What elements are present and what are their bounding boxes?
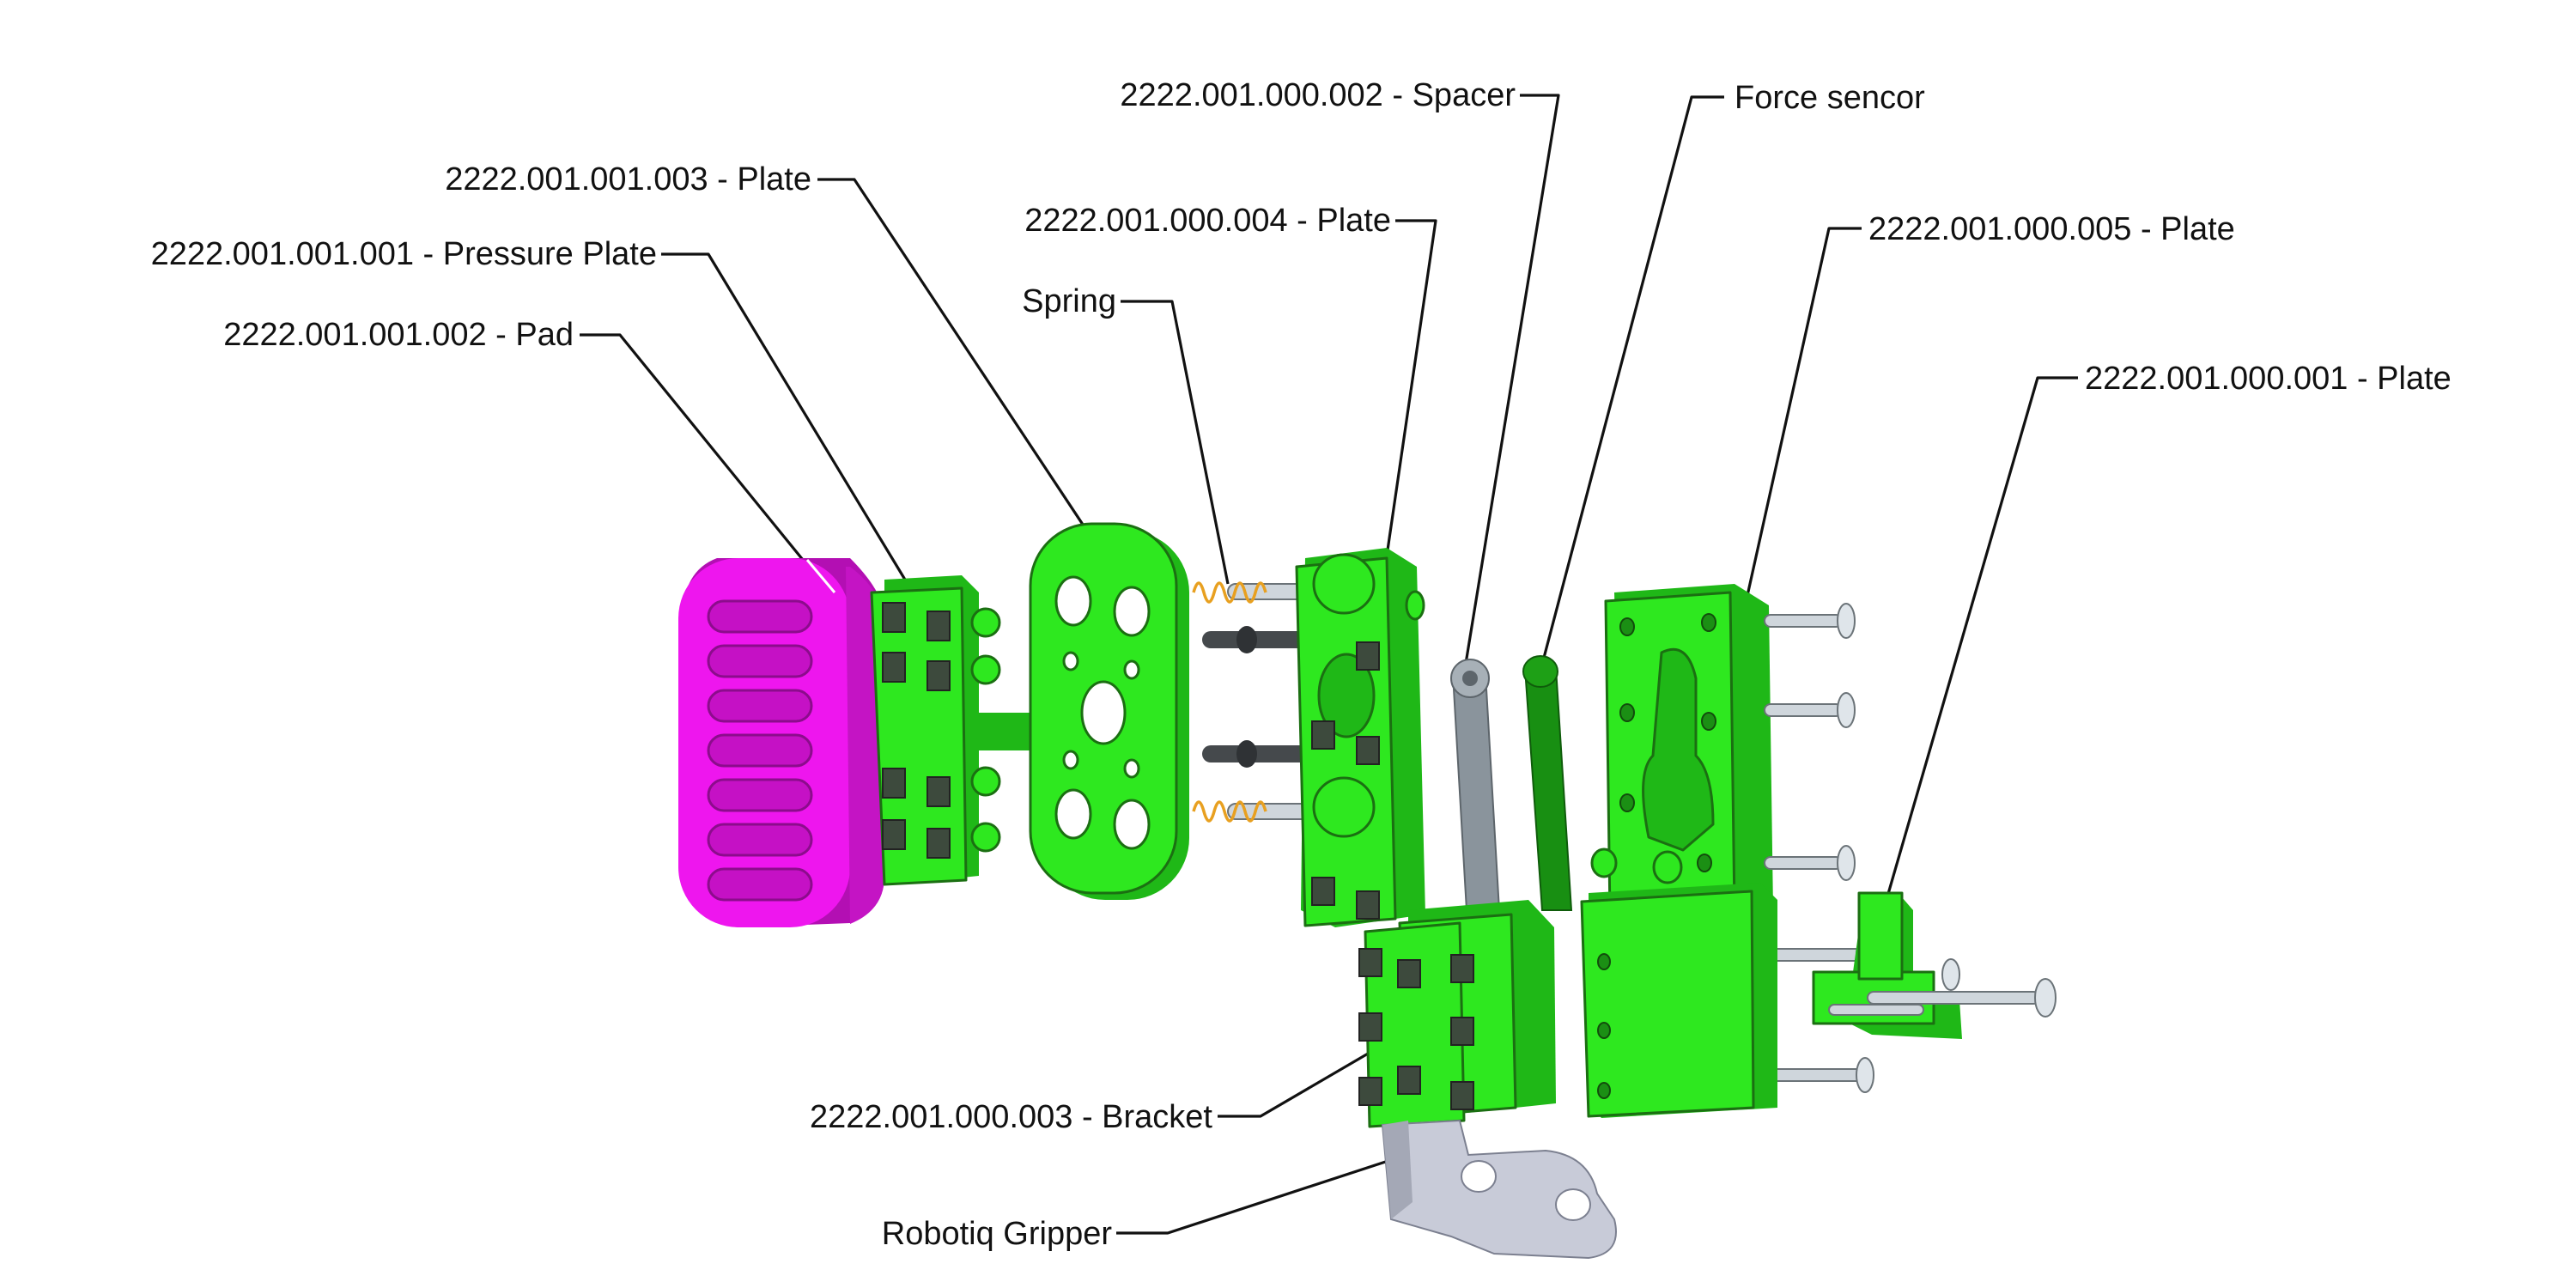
- plate-005-bolts: [1764, 603, 1874, 1093]
- leader-lines: [580, 94, 2078, 1235]
- label-bracket: 2222.001.000.003 - Bracket: [810, 1099, 1212, 1135]
- label-spacer: 2222.001.000.002 - Spacer: [1120, 77, 1516, 113]
- leader-pad: [580, 333, 835, 598]
- plate-001-part: [1812, 891, 2057, 1039]
- force-sensor-part: [1522, 655, 1573, 911]
- spacer-part: [1450, 659, 1501, 911]
- leader-force-sensor: [1538, 95, 1724, 675]
- label-plate-004: 2222.001.000.004 - Plate: [1024, 203, 1391, 239]
- pad-slots: [707, 599, 813, 902]
- lower-block-part: [1580, 883, 1777, 1118]
- leader-plate-005: [1722, 227, 1862, 701]
- robotiq-gripper-part: [1381, 1119, 1617, 1260]
- plate-003-holes: [1054, 575, 1151, 850]
- plate-005-part: [1590, 584, 1773, 919]
- label-pad: 2222.001.001.002 - Pad: [223, 317, 574, 353]
- leader-spring: [1121, 300, 1230, 585]
- pressure-plate-screws: [882, 602, 951, 859]
- plate-004-screws: [1311, 641, 1380, 920]
- label-plate-003: 2222.001.001.003 - Plate: [445, 161, 811, 197]
- springs: [1192, 581, 1267, 823]
- plate-004-part: [1295, 548, 1425, 927]
- pressure-plate-pins: [970, 607, 1001, 853]
- pad-part: [678, 558, 884, 927]
- bracket-part: [1358, 900, 1556, 1128]
- leader-plate-004: [1382, 219, 1437, 574]
- label-spring: Spring: [1022, 283, 1116, 319]
- callout-labels: 2222.001.000.002 - Spacer Force sencor 2…: [151, 77, 2451, 1252]
- label-plate-005: 2222.001.000.005 - Plate: [1868, 211, 2235, 247]
- plate-003-part: [1029, 522, 1189, 900]
- label-pressure-plate: 2222.001.001.001 - Pressure Plate: [151, 236, 657, 272]
- leader-robotiq: [1116, 1153, 1407, 1235]
- pressure-plate-part: [870, 575, 1079, 886]
- leader-plate-001: [1880, 376, 2078, 915]
- label-plate-001: 2222.001.000.001 - Plate: [2085, 361, 2451, 397]
- plate-005-holes: [1619, 613, 1716, 872]
- bracket-screws: [1358, 948, 1474, 1110]
- leader-spacer: [1462, 94, 1560, 675]
- label-force-sensor: Force sencor: [1735, 80, 1925, 116]
- leader-pressure-plate: [661, 252, 912, 589]
- leader-bracket: [1218, 1024, 1416, 1118]
- label-robotiq: Robotiq Gripper: [882, 1216, 1113, 1252]
- leader-plate-003: [817, 178, 1097, 544]
